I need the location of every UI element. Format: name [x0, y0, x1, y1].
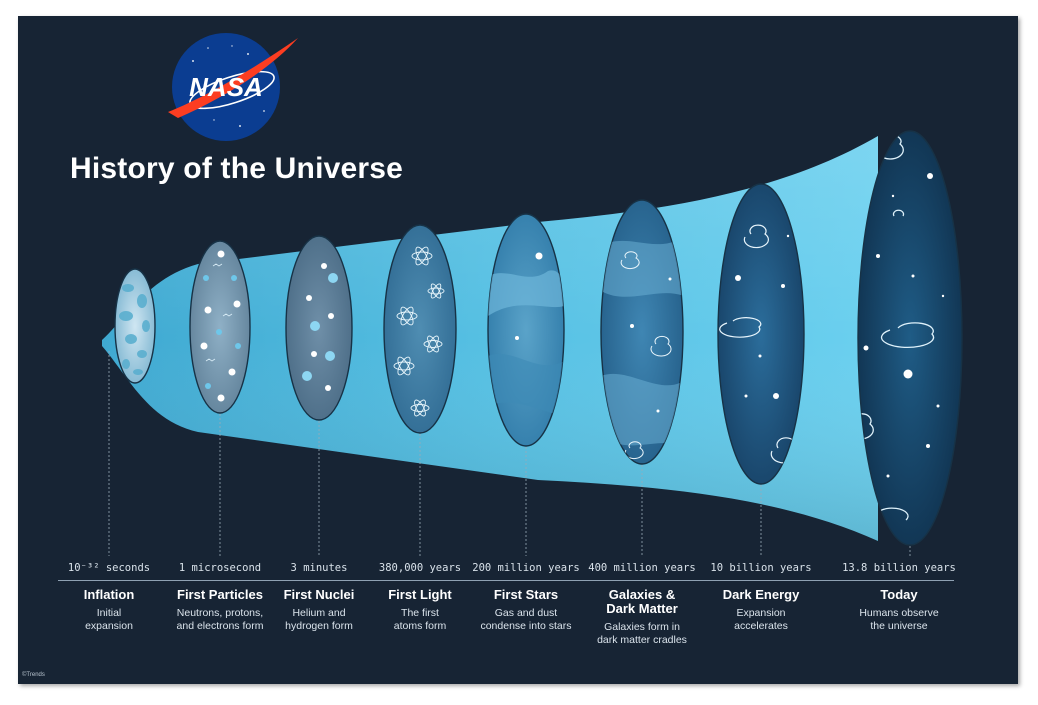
stage-description: Gas and dust condense into stars [480, 607, 572, 632]
stage-inflation: Inflation Initial expansion [44, 588, 174, 633]
publisher-credit: ©Trends [22, 672, 45, 678]
stage-description: Neutrons, protons, and electrons form [176, 607, 264, 632]
time-label-first-particles: 1 microsecond [178, 562, 262, 574]
time-label-first-nuclei: 3 minutes [290, 562, 348, 574]
time-label-first-light: 380,000 years [378, 562, 462, 574]
nasa-logo: NASA [168, 33, 298, 141]
stage-name: Galaxies & Dark Matter [606, 587, 678, 616]
stage-description: Humans observe the universe [859, 607, 939, 632]
inflation-disc [114, 268, 156, 384]
stage-description: The first atoms form [393, 607, 447, 632]
stage-name: First Nuclei [283, 587, 355, 602]
stage-name: First Light [388, 587, 452, 602]
stage-name: First Particles [177, 587, 263, 602]
stage-galaxies-dark-matter: Galaxies & Dark Matter Galaxies form in … [577, 588, 707, 647]
universe-timeline-illustration: NASA [102, 33, 963, 556]
stage-name: First Stars [493, 587, 559, 602]
stage-description: Galaxies form in dark matter cradles [597, 621, 687, 646]
stage-description: Initial expansion [85, 607, 133, 632]
stage-description: Expansion accelerates [734, 607, 788, 632]
time-label-today: 13.8 billion years [842, 562, 956, 574]
leader-lines [108, 351, 911, 556]
page-title: History of the Universe [70, 152, 404, 185]
timeline-divider [58, 580, 954, 581]
first-stars-disc [487, 213, 565, 447]
first-nuclei-disc [285, 235, 353, 421]
stage-description: Helium and hydrogen form [285, 607, 353, 632]
first-particles-disc [189, 240, 251, 414]
first-light-disc [383, 224, 457, 434]
stage-today: Today Humans observe the universe [834, 588, 964, 633]
stage-dark-energy: Dark Energy Expansion accelerates [696, 588, 826, 633]
stage-first-particles: First Particles Neutrons, protons, and e… [155, 588, 285, 633]
galaxies-disc [600, 199, 684, 465]
time-label-inflation: 10⁻³² seconds [67, 562, 151, 574]
stage-name: Dark Energy [722, 587, 800, 602]
dark-energy-disc [717, 183, 805, 485]
stage-name: Inflation [83, 587, 135, 602]
time-label-galaxies: 400 million years [588, 562, 696, 574]
stage-first-nuclei: First Nuclei Helium and hydrogen form [254, 588, 384, 633]
stage-first-stars: First Stars Gas and dust condense into s… [461, 588, 591, 633]
stage-first-light: First Light The first atoms form [355, 588, 485, 633]
time-label-first-stars: 200 million years [472, 562, 580, 574]
poster: NASA [18, 16, 1018, 684]
nasa-logo-text: NASA [189, 72, 263, 102]
today-disc [857, 130, 963, 546]
stage-name: Today [880, 587, 918, 602]
time-label-dark-energy: 10 billion years [710, 562, 812, 574]
